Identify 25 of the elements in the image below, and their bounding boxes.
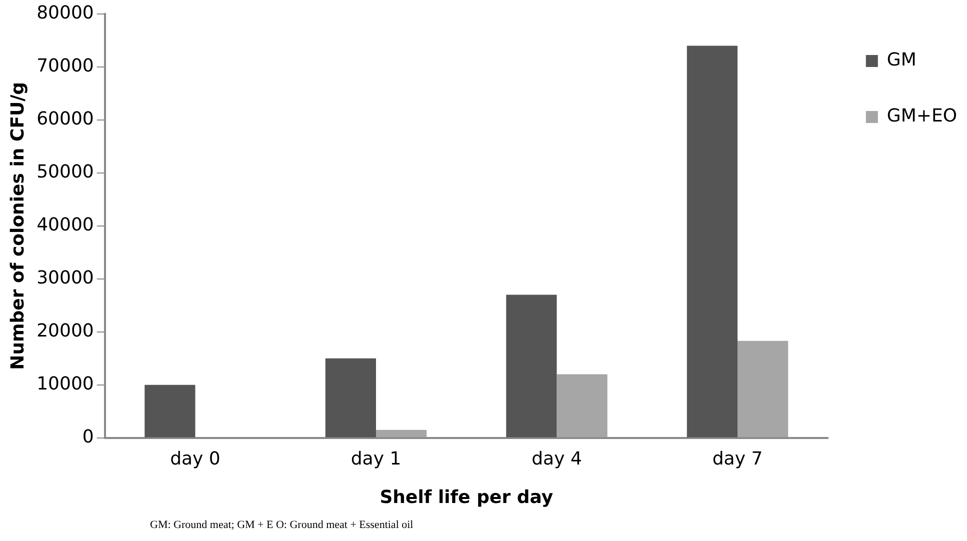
bar bbox=[325, 358, 376, 438]
x-tick-label: day 4 bbox=[532, 448, 582, 470]
bar bbox=[144, 384, 196, 438]
y-tick-label: 30000 bbox=[36, 268, 94, 289]
bar bbox=[556, 374, 608, 438]
legend-label: GM bbox=[886, 50, 916, 71]
legend-label: GM+EO bbox=[886, 106, 958, 127]
y-tick-label: 0 bbox=[82, 426, 94, 448]
x-tick-label: day 7 bbox=[712, 448, 763, 470]
y-tick-label: 50000 bbox=[36, 162, 94, 183]
bar bbox=[686, 46, 738, 438]
y-tick-label: 20000 bbox=[36, 320, 94, 342]
bar bbox=[738, 340, 788, 438]
y-tick-label: 10000 bbox=[36, 373, 94, 394]
bar bbox=[376, 430, 427, 438]
y-tick-label: 40000 bbox=[36, 214, 94, 236]
bar bbox=[506, 294, 557, 438]
x-tick-label: day 0 bbox=[170, 448, 220, 470]
x-tick-label: day 1 bbox=[350, 448, 402, 470]
y-axis-title: Number of colonies in CFU/g bbox=[7, 82, 28, 370]
x-axis-title: Shelf life per day bbox=[380, 486, 554, 508]
y-tick-label: 70000 bbox=[36, 56, 94, 77]
y-tick-label: 80000 bbox=[36, 2, 94, 24]
y-tick-label: 60000 bbox=[36, 108, 94, 130]
text: GM: Ground meat; GM + E O: Ground meat + Essential oil bbox=[150, 519, 414, 531]
